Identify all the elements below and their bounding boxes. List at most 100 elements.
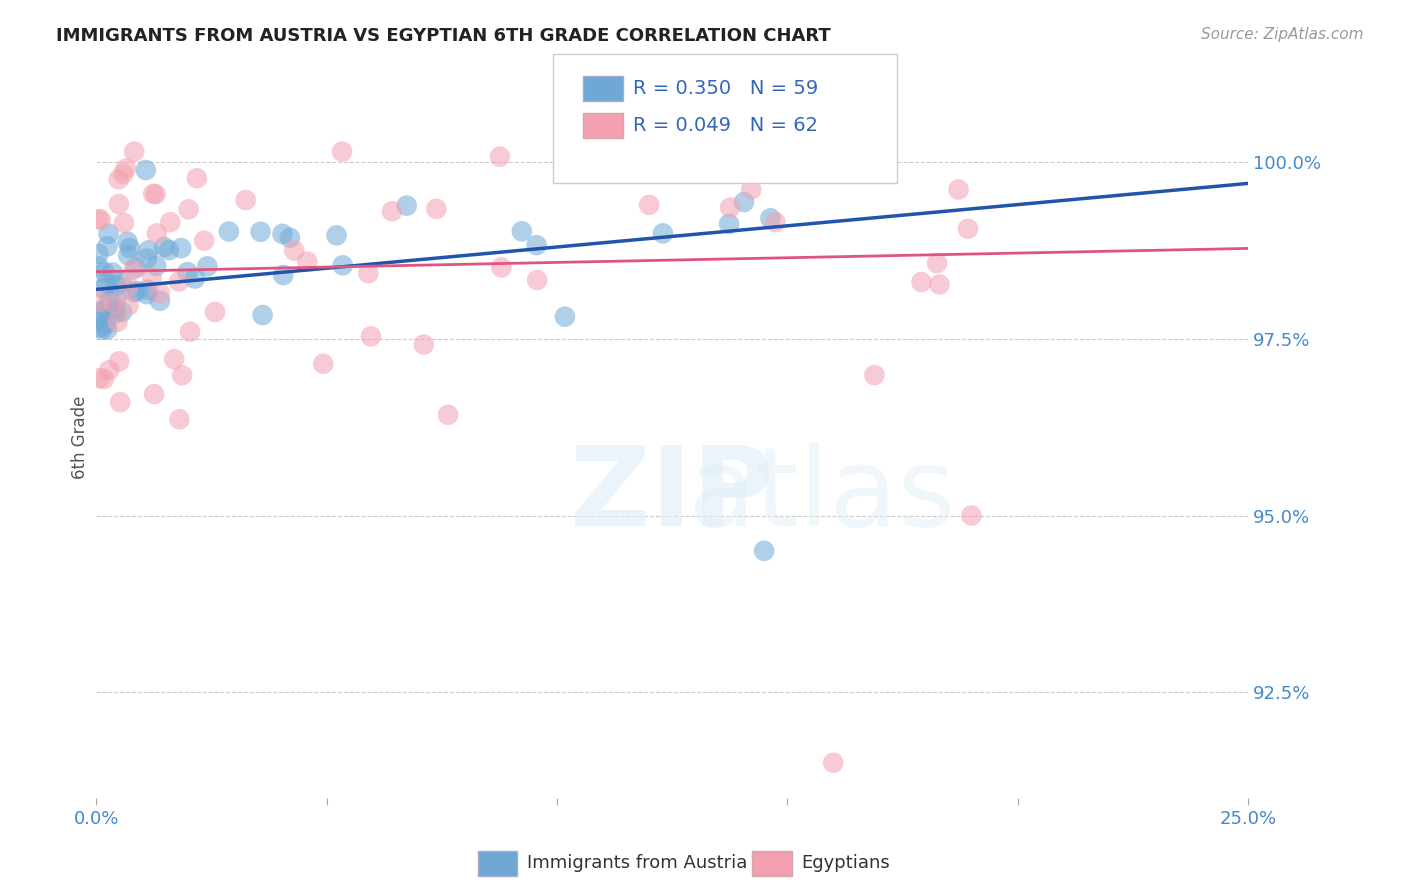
Point bbox=[87, 260, 110, 274]
Point bbox=[96, 277, 118, 291]
Point bbox=[153, 240, 176, 254]
Point bbox=[510, 224, 533, 238]
Point bbox=[742, 164, 765, 178]
Point bbox=[93, 265, 115, 279]
Point bbox=[90, 322, 112, 336]
Point bbox=[651, 227, 673, 241]
Point bbox=[141, 269, 163, 284]
Point bbox=[718, 201, 741, 215]
Text: atlas: atlas bbox=[688, 442, 956, 549]
Point bbox=[167, 275, 190, 289]
Point bbox=[112, 216, 135, 230]
Point bbox=[93, 281, 115, 295]
Point bbox=[193, 234, 215, 248]
Point bbox=[94, 318, 117, 332]
Point bbox=[149, 293, 172, 308]
Point bbox=[412, 337, 434, 351]
Point bbox=[105, 279, 128, 293]
Point bbox=[89, 320, 111, 334]
Point bbox=[271, 227, 294, 241]
Point bbox=[638, 198, 661, 212]
Point bbox=[93, 372, 115, 386]
Point bbox=[135, 287, 157, 301]
Point bbox=[108, 354, 131, 368]
Point bbox=[172, 368, 194, 383]
Point bbox=[98, 363, 121, 377]
Point bbox=[526, 273, 548, 287]
Point bbox=[186, 171, 208, 186]
Point bbox=[104, 301, 127, 316]
Point bbox=[110, 275, 132, 289]
Point bbox=[437, 408, 460, 422]
Point bbox=[195, 260, 218, 274]
Point bbox=[142, 186, 165, 201]
Point bbox=[491, 260, 513, 275]
Point bbox=[143, 387, 166, 401]
Point bbox=[117, 248, 139, 262]
Point bbox=[138, 244, 160, 258]
Point bbox=[118, 241, 141, 255]
Point bbox=[823, 756, 845, 770]
Text: Immigrants from Austria: Immigrants from Austria bbox=[527, 855, 748, 872]
Point bbox=[170, 241, 193, 255]
Text: Egyptians: Egyptians bbox=[801, 855, 890, 872]
Point bbox=[127, 284, 149, 298]
Point bbox=[136, 252, 159, 266]
Point bbox=[425, 202, 447, 216]
Point bbox=[956, 221, 979, 235]
Point bbox=[960, 508, 983, 523]
Point bbox=[526, 238, 548, 252]
Point bbox=[360, 329, 382, 343]
Point bbox=[249, 225, 271, 239]
Point bbox=[948, 182, 970, 196]
Point bbox=[98, 293, 121, 308]
Point bbox=[87, 304, 110, 318]
Point bbox=[863, 368, 886, 382]
Point bbox=[107, 315, 129, 329]
Point bbox=[122, 285, 145, 299]
Point bbox=[96, 239, 118, 253]
Point bbox=[910, 275, 932, 289]
Point bbox=[179, 325, 201, 339]
Point bbox=[925, 256, 948, 270]
Point bbox=[759, 211, 782, 226]
Point bbox=[733, 194, 755, 209]
Point bbox=[135, 163, 157, 178]
Point bbox=[278, 231, 301, 245]
Point bbox=[112, 167, 135, 181]
Point bbox=[169, 412, 191, 426]
Point bbox=[89, 311, 111, 326]
Point bbox=[283, 244, 305, 258]
Point bbox=[145, 187, 167, 202]
Point bbox=[554, 310, 576, 324]
Point bbox=[110, 395, 132, 409]
Point bbox=[122, 262, 145, 277]
Text: Source: ZipAtlas.com: Source: ZipAtlas.com bbox=[1201, 27, 1364, 42]
Point bbox=[149, 286, 172, 301]
Point bbox=[381, 204, 404, 219]
Point bbox=[297, 254, 319, 268]
Point bbox=[117, 299, 139, 313]
Point bbox=[115, 161, 138, 176]
Point bbox=[108, 197, 131, 211]
Point bbox=[89, 371, 111, 385]
Point bbox=[176, 265, 198, 279]
Point bbox=[89, 294, 111, 309]
Point bbox=[87, 247, 110, 261]
Point bbox=[87, 212, 110, 227]
Point bbox=[163, 352, 186, 367]
Point bbox=[271, 268, 294, 282]
Point bbox=[395, 198, 418, 212]
Point bbox=[125, 260, 148, 275]
Point bbox=[105, 290, 128, 304]
Y-axis label: 6th Grade: 6th Grade bbox=[72, 396, 89, 480]
Point bbox=[204, 305, 226, 319]
Point bbox=[252, 308, 274, 322]
Point bbox=[90, 212, 112, 227]
Point bbox=[111, 305, 134, 319]
Point bbox=[104, 306, 127, 320]
Text: ZIP: ZIP bbox=[571, 442, 773, 549]
Point bbox=[96, 322, 118, 336]
Point bbox=[122, 145, 145, 159]
Point bbox=[658, 153, 681, 168]
